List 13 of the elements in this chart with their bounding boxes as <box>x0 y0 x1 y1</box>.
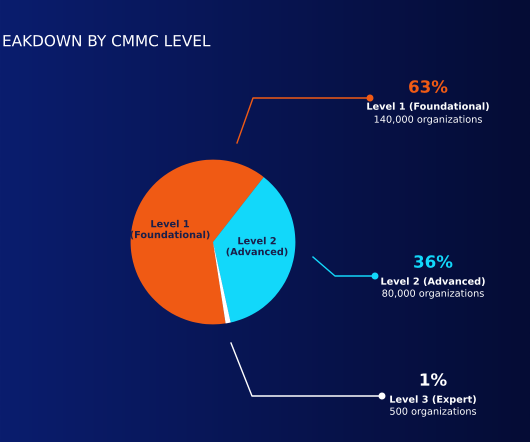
data-label: 36% <box>414 255 452 268</box>
text: 80,000 organizations <box>382 289 484 299</box>
text: Level 2 (Advanced) <box>226 236 288 256</box>
legend-label: Level 3 (Expert) <box>390 395 476 405</box>
text: Level 1 (Foundational) <box>130 220 210 240</box>
legend-label: Level 1 (Foundational) <box>367 102 489 111</box>
data-label: 63% <box>409 80 448 93</box>
text: 140,000 organizations <box>374 115 482 125</box>
text: 500 organizations <box>390 407 476 417</box>
pie-slice <box>213 177 296 322</box>
data-label: 1% <box>420 373 447 386</box>
chart-title: EAKDOWN BY CMMC LEVEL <box>4 34 210 46</box>
legend-label: Level 2 (Advanced) <box>381 277 485 286</box>
